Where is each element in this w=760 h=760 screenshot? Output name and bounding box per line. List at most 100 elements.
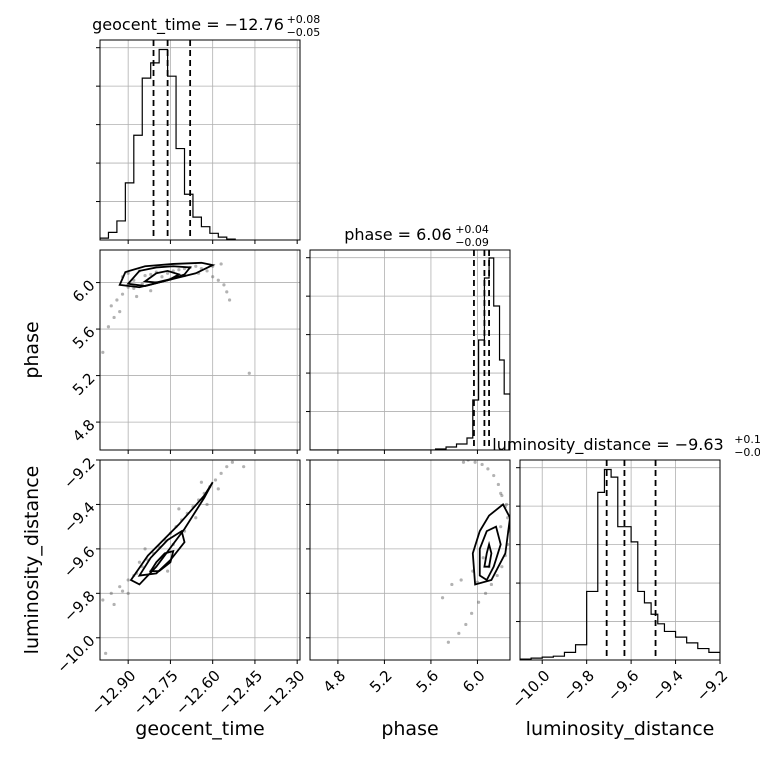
sample-point [225,465,229,469]
title-lower-error: −0.05 [287,26,321,39]
sample-point [177,507,181,511]
sample-point [101,350,105,354]
y-tick-label: −9.6 [60,543,98,581]
y-tick-label: −10.0 [53,632,98,677]
y-tick-label: 6.0 [69,276,99,306]
density-contour [129,481,214,586]
x-tick-label: −9.4 [648,667,686,705]
y-tick-label: 4.8 [69,416,99,446]
sample-point [480,462,484,467]
sample-point [216,487,220,491]
panel-frame [99,39,301,241]
sample-point [477,600,481,604]
x-tick-label: −9.6 [604,667,642,705]
sample-point [219,262,223,266]
title-geocent_time: geocent_time = −12.76 [92,15,284,35]
panel-frame [99,459,301,661]
histogram-phase [310,257,510,450]
sample-point [101,598,105,602]
title-upper-error: +0.14 [734,433,760,446]
sample-point [135,294,139,299]
density-contour [471,503,510,586]
sample-point [486,467,490,471]
scatter-panel-phase-luminosity_distance [309,459,511,661]
density-contour [478,525,502,582]
sample-point [489,582,493,587]
sample-point [140,282,144,286]
sample-point [225,290,229,294]
sample-point [149,289,153,293]
sample-point [492,473,496,478]
y-tick-label: −9.2 [60,454,98,492]
title-phase: phase = 6.06 [344,225,451,244]
sample-point [205,502,209,507]
x-axis-label-geocent_time: geocent_time [135,718,264,740]
sample-point [219,471,223,475]
sample-point [112,315,116,320]
sample-point [177,268,181,272]
panel-frame [309,249,511,451]
sample-point [242,465,246,469]
x-tick-label: 4.8 [320,667,350,697]
scatter-panel-geocent_time-luminosity_distance [99,459,301,661]
panel-frame [309,459,511,661]
sample-point [227,298,232,302]
sample-point [149,272,153,277]
sample-point [496,482,500,487]
sample-point [481,556,485,560]
sample-point [500,565,504,569]
y-tick-label: −9.8 [60,587,98,625]
sample-point [506,516,510,520]
x-tick-label: −10.0 [508,667,553,712]
hist-panel-phase: phase = 6.06 +0.04−0.09 [306,223,511,451]
sample-point [194,264,198,268]
y-tick-label: 5.2 [69,369,99,399]
sample-point [483,591,488,595]
hist-panel-geocent_time: geocent_time = −12.76 +0.08−0.05 [92,13,321,241]
x-tick-label: −12.30 [257,667,309,719]
x-axis-label-phase: phase [381,718,438,740]
sample-point [504,502,509,507]
panel-frame [519,459,721,661]
x-tick-label: −12.60 [172,667,224,719]
sample-point [495,573,499,578]
title-upper-error: +0.08 [287,13,321,26]
sample-point [205,269,209,273]
histogram-luminosity_distance [520,468,720,660]
sample-point [118,310,122,314]
sample-point [216,278,220,282]
sample-point [194,516,198,520]
sample-point [457,631,461,635]
x-tick-label: −9.8 [559,667,597,705]
title-lower-error: −0.09 [455,236,489,249]
sample-point [499,491,503,495]
scatter-panel-geocent_time-phase [99,249,301,451]
sample-point [118,585,122,589]
sample-point [211,275,215,279]
sample-point [126,591,130,595]
panel-frame [99,249,301,451]
y-axis-label-phase: phase [21,321,43,378]
sample-point [500,493,504,498]
sample-point [213,478,218,482]
sample-point [143,547,147,551]
sample-point [499,525,503,529]
sample-point [473,460,477,464]
x-tick-label: −12.45 [214,667,266,719]
sample-point [230,460,234,464]
sample-point [109,304,113,308]
sample-point [106,325,111,329]
sample-point [126,271,130,275]
sample-point [470,611,474,615]
sample-point [160,275,164,279]
density-contour [126,265,192,287]
title-lower-error: −0.08 [734,446,760,459]
x-tick-label: −9.2 [693,667,731,705]
sample-point [459,578,463,582]
sample-point [126,578,130,582]
sample-point [450,582,454,587]
sample-point [112,602,116,607]
sample-point [166,569,170,573]
